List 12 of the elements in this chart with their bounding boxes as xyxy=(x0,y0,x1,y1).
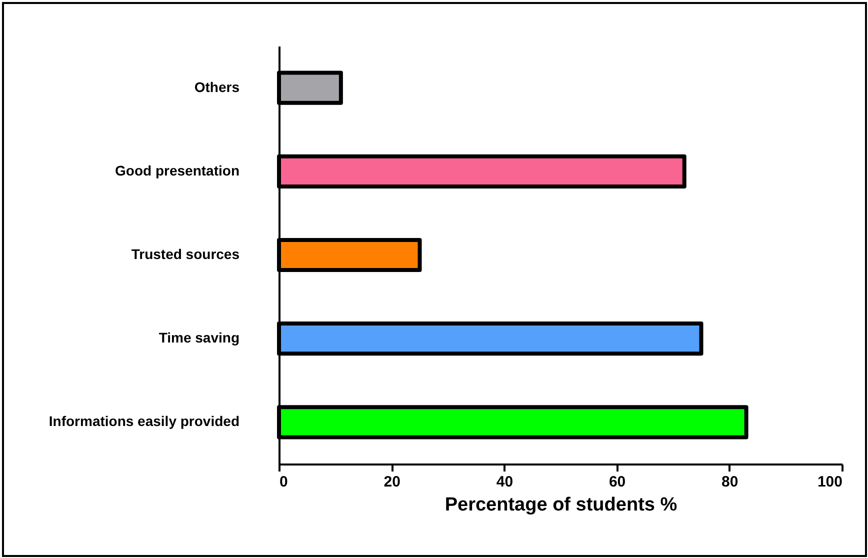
x-tick-label: 40 xyxy=(496,474,514,490)
y-tick-label: Time saving xyxy=(158,330,240,346)
x-tick-label: 20 xyxy=(384,474,400,490)
y-tick-label: Informations easily provided xyxy=(48,413,240,430)
x-tick-label: 0 xyxy=(280,474,288,490)
x-axis-title: Percentage of students % xyxy=(444,494,678,516)
x-tick-label: 80 xyxy=(722,474,738,490)
x-tick-label: 60 xyxy=(608,474,626,490)
y-tick-label: Others xyxy=(194,78,240,95)
y-tick-label: Good presentation xyxy=(115,162,240,178)
x-tick-label: 100 xyxy=(817,474,842,490)
y-tick-label: Trusted sources xyxy=(131,246,240,262)
